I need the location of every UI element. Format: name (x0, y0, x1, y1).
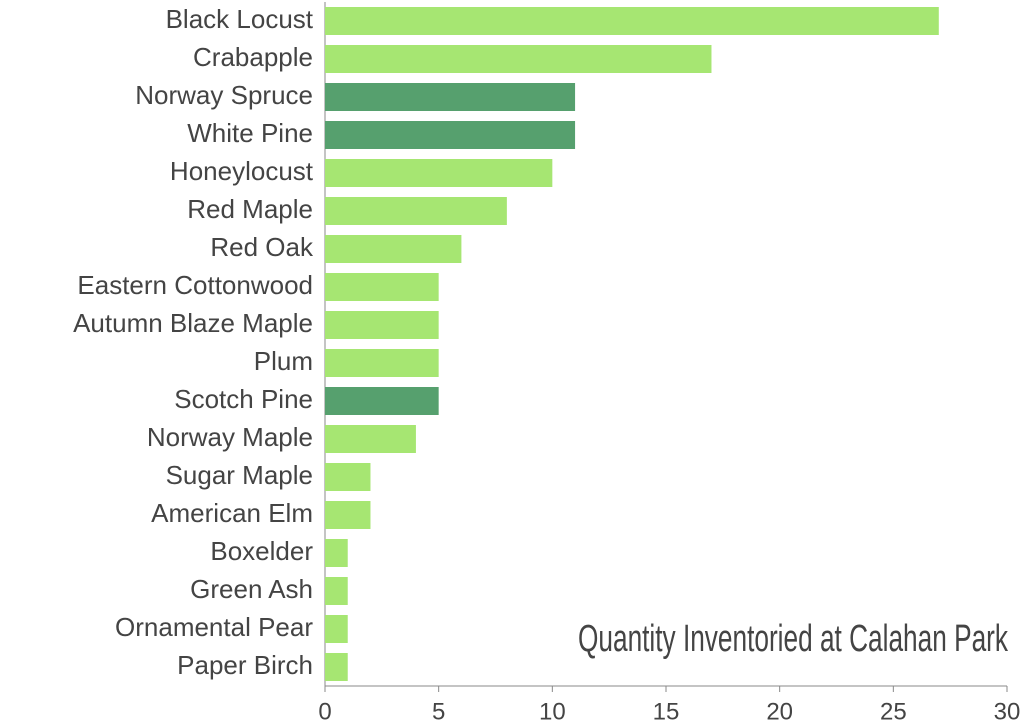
y-tick-label: Norway Spruce (135, 80, 313, 110)
bar (325, 387, 439, 415)
y-tick-label: Plum (254, 346, 313, 376)
bar (325, 577, 348, 605)
bar (325, 653, 348, 681)
bar (325, 615, 348, 643)
y-tick-label: Green Ash (190, 574, 313, 604)
bar (325, 501, 371, 529)
bar (325, 463, 371, 491)
bar (325, 235, 462, 263)
x-tick-label: 20 (766, 698, 793, 725)
y-tick-label: Boxelder (210, 536, 313, 566)
y-tick-label: White Pine (187, 118, 313, 148)
bar (325, 121, 576, 149)
bar (325, 273, 439, 301)
chart-title: Quantity Inventoried at Calahan Park (578, 618, 1009, 660)
y-tick-label: Paper Birch (177, 650, 313, 680)
bar (325, 311, 439, 339)
x-tick-label: 10 (539, 698, 566, 725)
y-tick-label: Sugar Maple (166, 460, 313, 490)
y-tick-label: American Elm (151, 498, 313, 528)
x-tick-label: 25 (880, 698, 907, 725)
x-tick-label: 15 (653, 698, 680, 725)
x-tick-label: 5 (432, 698, 445, 725)
bar (325, 159, 553, 187)
y-tick-label: Black Locust (166, 4, 314, 34)
y-tick-label: Honeylocust (170, 156, 314, 186)
bar (325, 83, 576, 111)
bar (325, 7, 939, 35)
y-tick-label: Scotch Pine (174, 384, 313, 414)
bar (325, 45, 712, 73)
x-tick-label: 0 (318, 698, 331, 725)
bar (325, 349, 439, 377)
bar (325, 425, 416, 453)
x-tick-label: 30 (994, 698, 1021, 725)
y-tick-label: Eastern Cottonwood (77, 270, 313, 300)
y-tick-label: Autumn Blaze Maple (73, 308, 313, 338)
y-tick-label: Ornamental Pear (115, 612, 313, 642)
bar (325, 197, 507, 225)
bar (325, 539, 348, 567)
y-tick-label: Norway Maple (147, 422, 313, 452)
y-tick-label: Crabapple (193, 42, 313, 72)
y-tick-label: Red Maple (187, 194, 313, 224)
y-tick-label: Red Oak (210, 232, 314, 262)
